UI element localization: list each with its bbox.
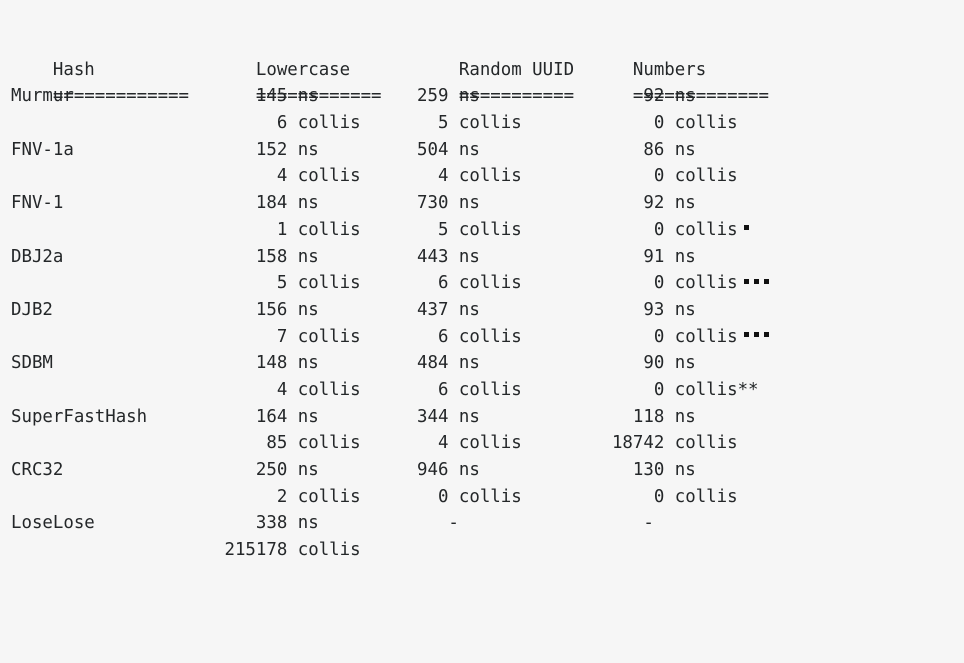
timing-value: 91 ns (591, 246, 696, 267)
timing-value: - (591, 513, 654, 534)
collision-value: 6 collis (214, 113, 361, 134)
timing-row: FNV-1a 152 ns 504 ns 86 ns (11, 137, 964, 164)
timing-value: 156 ns (214, 299, 319, 320)
header-numbers: Numbers (632, 59, 707, 80)
collision-value: 215178 collis (214, 540, 361, 561)
header-hash: Hash (52, 59, 95, 80)
collision-row: 6 collis 5 collis 0 collis (11, 110, 964, 137)
collision-row: 215178 collis (11, 537, 964, 564)
hash-name: DJB2 (11, 299, 53, 320)
marker-icon (763, 278, 769, 284)
timing-row: LoseLose 338 ns - - (11, 510, 964, 537)
timing-value: 344 ns (417, 406, 480, 427)
hash-name: CRC32 (11, 460, 64, 480)
timing-row: DJB2 156 ns 437 ns 93 ns (11, 297, 964, 324)
timing-value: 250 ns (214, 460, 319, 480)
separator: ============= (52, 86, 190, 107)
collision-value: 0 collis (591, 113, 738, 134)
collision-value: 85 collis (214, 433, 361, 454)
hash-name: SDBM (11, 353, 53, 374)
timing-row: Murmur 145 ns 259 ns 92 ns (11, 83, 964, 110)
timing-value: 130 ns (591, 460, 696, 480)
timing-value: 443 ns (417, 246, 480, 267)
collision-value: 4 collis (214, 379, 361, 400)
timing-value: 484 ns (417, 353, 480, 374)
collision-row: 4 collis 6 collis 0 collis** (11, 377, 964, 404)
timing-value: - (417, 513, 459, 534)
timing-row: DBJ2a 158 ns 443 ns 91 ns (11, 244, 964, 271)
timing-value: 184 ns (214, 193, 319, 214)
separator-row: ============= ============ =========== ====… (11, 57, 964, 106)
collision-row: 7 collis 6 collis 0 collis (11, 324, 964, 351)
separator: =========== (458, 86, 575, 107)
collision-row: 1 collis 5 collis 0 collis (11, 217, 964, 244)
hash-name: SuperFastHash (11, 406, 148, 427)
collision-value: 1 collis (214, 219, 361, 240)
timing-value: 148 ns (214, 353, 319, 374)
hash-name: Murmur (11, 86, 74, 107)
marker-icon (743, 332, 749, 338)
timing-value: 93 ns (591, 299, 696, 320)
marker-icon (753, 332, 759, 338)
collision-row: 85 collis 4 collis 18742 collis (11, 430, 964, 457)
separator: ============ (255, 86, 382, 107)
results-table: Murmur 145 ns 259 ns 92 ns 6 collis 5 col… (11, 83, 964, 563)
hash-name: FNV-1 (11, 193, 64, 214)
timing-row: SDBM 148 ns 484 ns 90 ns (11, 350, 964, 377)
collision-value: 0 collis (591, 486, 738, 507)
separator: ============= (632, 86, 770, 107)
collision-value: 5 collis (417, 219, 522, 240)
collision-value: 0 collis (591, 270, 811, 297)
collision-value: 0 collis (591, 166, 738, 187)
collision-value: 0 collis (417, 486, 522, 507)
collision-value: 0 collis (591, 217, 811, 244)
collision-value: 6 collis (417, 379, 522, 400)
timing-row: CRC32 250 ns 946 ns 130 ns (11, 457, 964, 484)
collision-row: 5 collis 6 collis 0 collis (11, 270, 964, 297)
marker-icon (763, 332, 769, 338)
collision-value: 4 collis (214, 166, 361, 187)
collision-value: 4 collis (417, 433, 522, 454)
hash-name: LoseLose (11, 513, 95, 534)
collision-value: 0 collis** (591, 379, 759, 400)
collision-row: 2 collis 0 collis 0 collis (11, 484, 964, 511)
timing-value: 145 ns (214, 86, 319, 107)
timing-value: 86 ns (591, 139, 696, 160)
timing-row: FNV-1 184 ns 730 ns 92 ns (11, 190, 964, 217)
timing-value: 437 ns (417, 299, 480, 320)
header-random-uuid: Random UUID (458, 59, 575, 80)
timing-value: 92 ns (591, 86, 696, 107)
timing-value: 164 ns (214, 406, 319, 427)
timing-value: 259 ns (417, 86, 480, 107)
header-row: Hash Lowercase Random UUID Numbers (11, 30, 964, 80)
collision-value: 2 collis (214, 486, 361, 507)
timing-value: 92 ns (591, 193, 696, 214)
collision-value: 6 collis (417, 326, 522, 347)
hash-name: FNV-1a (11, 139, 74, 160)
collision-value: 0 collis (591, 324, 811, 351)
collision-value: 5 collis (214, 273, 361, 294)
header-lowercase: Lowercase (255, 59, 351, 80)
timing-value: 338 ns (214, 513, 319, 534)
collision-value: 18742 collis (591, 433, 738, 454)
collision-value: 4 collis (417, 166, 522, 187)
timing-value: 504 ns (417, 139, 480, 160)
marker-icon (743, 278, 749, 284)
collision-value: 5 collis (417, 113, 522, 134)
timing-value: 90 ns (591, 353, 696, 374)
timing-value: 118 ns (591, 406, 696, 427)
collision-row: 4 collis 4 collis 0 collis (11, 163, 964, 190)
timing-value: 152 ns (214, 139, 319, 160)
collision-value: 6 collis (417, 273, 522, 294)
timing-value: 158 ns (214, 246, 319, 267)
collision-value: 7 collis (214, 326, 361, 347)
hash-name: DBJ2a (11, 246, 64, 267)
marker-icon (743, 225, 749, 231)
timing-value: 946 ns (417, 460, 480, 480)
timing-value: 730 ns (417, 193, 480, 214)
marker-icon (753, 278, 759, 284)
timing-row: SuperFastHash 164 ns 344 ns 118 ns (11, 404, 964, 431)
